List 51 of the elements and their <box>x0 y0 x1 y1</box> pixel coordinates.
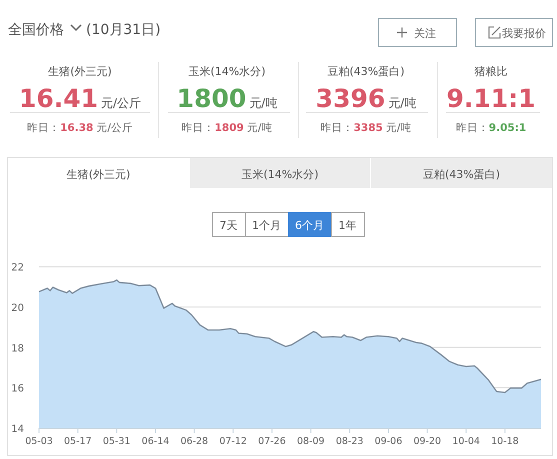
text: 昨日： <box>27 122 60 134</box>
y-tick-label: 18 <box>11 343 24 354</box>
text: 元/吨 <box>249 96 278 110</box>
text: 7天 <box>220 219 238 232</box>
x-tick-label: 05-31 <box>102 436 130 447</box>
text: 豆粕(43%蛋白) <box>327 65 405 78</box>
text: 9.11:1 <box>446 84 536 113</box>
x-tick-label: 09-06 <box>374 436 402 447</box>
x-tick-label: 05-17 <box>64 436 92 447</box>
text: 元/公斤 <box>96 121 133 134</box>
text: 昨日： <box>320 122 354 134</box>
text: 元/吨 <box>386 121 412 134</box>
text: 豆粕(43%蛋白) <box>422 168 500 181</box>
x-tick-label: 06-14 <box>142 436 170 447</box>
text: 6个月 <box>295 219 324 232</box>
x-tick-label: 09-20 <box>413 436 442 447</box>
text: 生猪(外三元) <box>66 168 130 181</box>
x-tick-label: 08-23 <box>336 436 364 447</box>
y-tick-label: 14 <box>11 424 24 435</box>
x-tick-label: 07-26 <box>258 436 286 447</box>
x-tick-label: 10-18 <box>491 436 519 447</box>
text: 1800 <box>176 84 246 113</box>
text: 玉米(14%水分) <box>241 168 319 181</box>
text: 1809 <box>214 122 244 134</box>
y-tick-label: 22 <box>11 262 24 274</box>
text: 16.38 <box>60 122 94 134</box>
text: 16.41 <box>18 84 98 113</box>
text: 猪粮比 <box>474 65 508 78</box>
text: 昨日： <box>182 122 215 134</box>
text: 元/吨 <box>246 121 272 134</box>
text: 3396 <box>316 84 386 113</box>
text: (10月31日) <box>86 22 161 38</box>
text: 元/公斤 <box>101 96 142 110</box>
x-tick-label: 07-12 <box>219 436 247 447</box>
text: 昨日： <box>456 122 489 134</box>
text: 9.05:1 <box>488 122 526 134</box>
y-tick-label: 16 <box>11 384 24 395</box>
text: 玉米(14%水分) <box>188 65 266 78</box>
text: 元/吨 <box>388 96 416 110</box>
x-tick-label: 10-04 <box>452 436 480 447</box>
x-tick-label: 06-28 <box>180 436 208 447</box>
text: 全国价格 <box>8 22 64 38</box>
text: 3385 <box>354 122 383 134</box>
text: 关注 <box>414 27 436 40</box>
x-tick-label: 05-03 <box>25 436 53 447</box>
x-tick-label: 08-09 <box>296 436 325 447</box>
text: 1个月 <box>252 219 281 232</box>
text: 我要报价 <box>502 27 546 40</box>
y-tick-label: 20 <box>11 303 24 314</box>
text: 生猪(外三元) <box>48 65 112 78</box>
text: 1年 <box>338 219 356 232</box>
